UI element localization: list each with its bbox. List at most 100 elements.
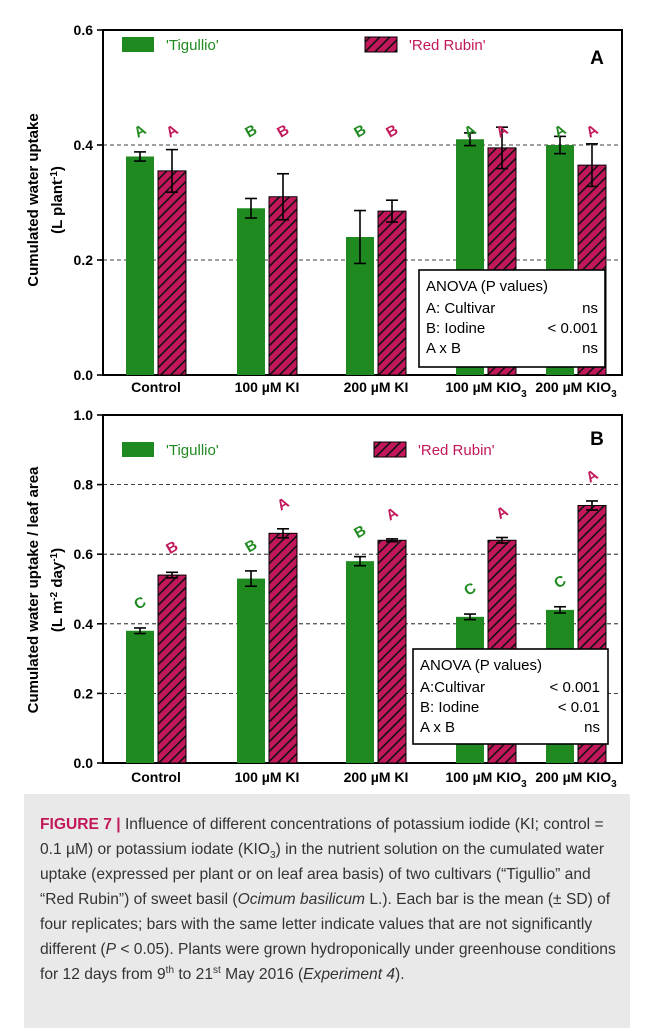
x-tick-label-text: 200 µM KI bbox=[344, 769, 409, 785]
legend-swatch-tigullio bbox=[122, 442, 154, 457]
significance-letter: A bbox=[493, 503, 511, 523]
anova-p-value: ns bbox=[584, 719, 600, 736]
significance-letter: C bbox=[461, 579, 479, 599]
y-axis-unit-text: (L plant bbox=[49, 180, 66, 234]
x-tick-label: Control bbox=[131, 769, 181, 785]
y-axis-unit: (L plant-1) bbox=[49, 166, 66, 234]
significance-letter: A bbox=[551, 121, 569, 141]
bar-tigullio bbox=[237, 578, 265, 763]
bar-red-rubin bbox=[157, 574, 187, 764]
caption-superscript: th bbox=[165, 964, 175, 976]
anova-p-value: < 0.001 bbox=[548, 320, 598, 337]
bar-red-rubin bbox=[377, 210, 407, 376]
x-tick-label: 100 µM KI bbox=[235, 379, 300, 395]
y-tick-label: 0.6 bbox=[74, 546, 94, 562]
x-tick-label-text: 100 µM KIO bbox=[445, 379, 521, 395]
legend-label: 'Red Rubin' bbox=[409, 37, 486, 54]
anova-factor: A x B bbox=[420, 719, 455, 736]
caption-text: < 0.05). Plants were grown hydroponicall… bbox=[40, 941, 616, 983]
caption-subscript: 3 bbox=[270, 850, 276, 862]
significance-letter: B bbox=[351, 121, 369, 141]
chart-panel-a: 0.0 0.2 0.4 0.6 Cumulated water uptake (L pla… bbox=[25, 22, 623, 400]
bar-tigullio bbox=[346, 561, 374, 763]
x-tick-label-text: 100 µM KI bbox=[235, 379, 300, 395]
significance-letter: A bbox=[583, 121, 601, 141]
anova-title: ANOVA (P values) bbox=[426, 278, 548, 295]
y-axis-unit-sup: -2 bbox=[49, 591, 60, 600]
x-tick-label-sub: 3 bbox=[611, 389, 617, 400]
y-tick-label: 1.0 bbox=[74, 407, 94, 423]
anova-box bbox=[412, 648, 609, 745]
significance-letter: A bbox=[461, 121, 479, 141]
bar-tigullio bbox=[126, 630, 154, 763]
bar-red-rubin bbox=[377, 539, 407, 764]
y-axis-unit: (L m-2 day-1) bbox=[49, 548, 66, 632]
bar-red-rubin bbox=[268, 532, 298, 764]
x-tick-label: 100 µM KIO3 bbox=[445, 769, 527, 790]
y-tick-label: 0.0 bbox=[74, 755, 94, 771]
caption-superscript: st bbox=[213, 964, 221, 976]
bar-red-rubin bbox=[157, 170, 187, 376]
significance-letter: B bbox=[383, 121, 401, 141]
caption-text: Influence of different concentrations of… bbox=[40, 816, 604, 858]
y-axis-unit-text: (L m bbox=[49, 601, 66, 632]
legend-label: 'Red Rubin' bbox=[418, 442, 495, 459]
anova-factor: A: Cultivar bbox=[426, 300, 495, 317]
x-tick-label-sub: 3 bbox=[611, 779, 617, 790]
bar-tigullio bbox=[126, 156, 154, 375]
x-tick-label: 200 µM KIO3 bbox=[535, 769, 617, 790]
significance-letter: A bbox=[131, 121, 149, 141]
legend-label: 'Tigullio' bbox=[166, 442, 219, 459]
x-tick-label: 200 µM KIO3 bbox=[535, 379, 617, 400]
chart-panel-b: 0.0 0.2 0.4 0.6 0.8 1.0 Cumulated water uptake… bbox=[25, 407, 623, 790]
x-tick-label: 100 µM KIO3 bbox=[445, 379, 527, 400]
panel-letter: B bbox=[590, 429, 604, 450]
x-tick-label-text: Control bbox=[131, 769, 181, 785]
significance-letter: B bbox=[242, 121, 260, 141]
y-axis-unit-text: ) bbox=[49, 166, 66, 171]
significance-letter: A bbox=[583, 466, 601, 486]
y-tick-label: 0.4 bbox=[74, 137, 94, 153]
anova-factor: A:Cultivar bbox=[420, 679, 485, 696]
legend-label: 'Tigullio' bbox=[166, 37, 219, 54]
anova-title: ANOVA (P values) bbox=[420, 657, 542, 674]
y-axis-unit-text: day bbox=[49, 561, 66, 592]
significance-letter: A bbox=[383, 504, 401, 524]
significance-letter: A bbox=[493, 121, 511, 141]
legend-swatch-red-rubin bbox=[373, 441, 407, 458]
bar-red-rubin bbox=[268, 196, 298, 376]
x-tick-label: 200 µM KI bbox=[344, 379, 409, 395]
y-tick-label: 0.4 bbox=[74, 616, 94, 632]
significance-letter: A bbox=[274, 494, 292, 514]
significance-letter: B bbox=[163, 538, 181, 558]
y-axis-label: Cumulated water uptake bbox=[25, 113, 42, 286]
y-tick-label: 0.2 bbox=[74, 685, 94, 701]
bar-tigullio bbox=[237, 208, 265, 375]
significance-letter: C bbox=[131, 593, 149, 613]
x-tick-label-sub: 3 bbox=[521, 389, 527, 400]
x-tick-label: 100 µM KI bbox=[235, 769, 300, 785]
significance-letter: C bbox=[551, 572, 569, 592]
significance-letter: A bbox=[163, 121, 181, 141]
significance-letter: B bbox=[242, 536, 260, 556]
significance-letter: B bbox=[351, 522, 369, 542]
anova-p-value: ns bbox=[582, 300, 598, 317]
y-tick-label: 0.8 bbox=[74, 477, 94, 493]
legend-swatch-red-rubin bbox=[364, 36, 398, 53]
significance-letter: B bbox=[274, 121, 292, 141]
caption-species: Ocimum basilicum bbox=[237, 891, 365, 908]
legend-swatch-tigullio bbox=[122, 37, 154, 52]
caption-text: ). bbox=[395, 966, 405, 983]
caption-experiment: Experiment 4 bbox=[303, 966, 396, 983]
y-axis-label: Cumulated water uptake / leaf area bbox=[25, 466, 42, 713]
y-tick-label: 0.6 bbox=[74, 22, 94, 38]
anova-factor: B: Iodine bbox=[426, 320, 485, 337]
anova-box bbox=[418, 269, 606, 368]
y-tick-label: 0.0 bbox=[74, 367, 94, 383]
x-tick-label-text: 200 µM KIO bbox=[535, 769, 611, 785]
y-axis-unit-sup: -1 bbox=[49, 171, 60, 180]
anova-p-value: ns bbox=[582, 340, 598, 357]
y-tick-label: 0.2 bbox=[74, 252, 94, 268]
anova-factor: B: Iodine bbox=[420, 699, 479, 716]
x-tick-label: 200 µM KI bbox=[344, 769, 409, 785]
